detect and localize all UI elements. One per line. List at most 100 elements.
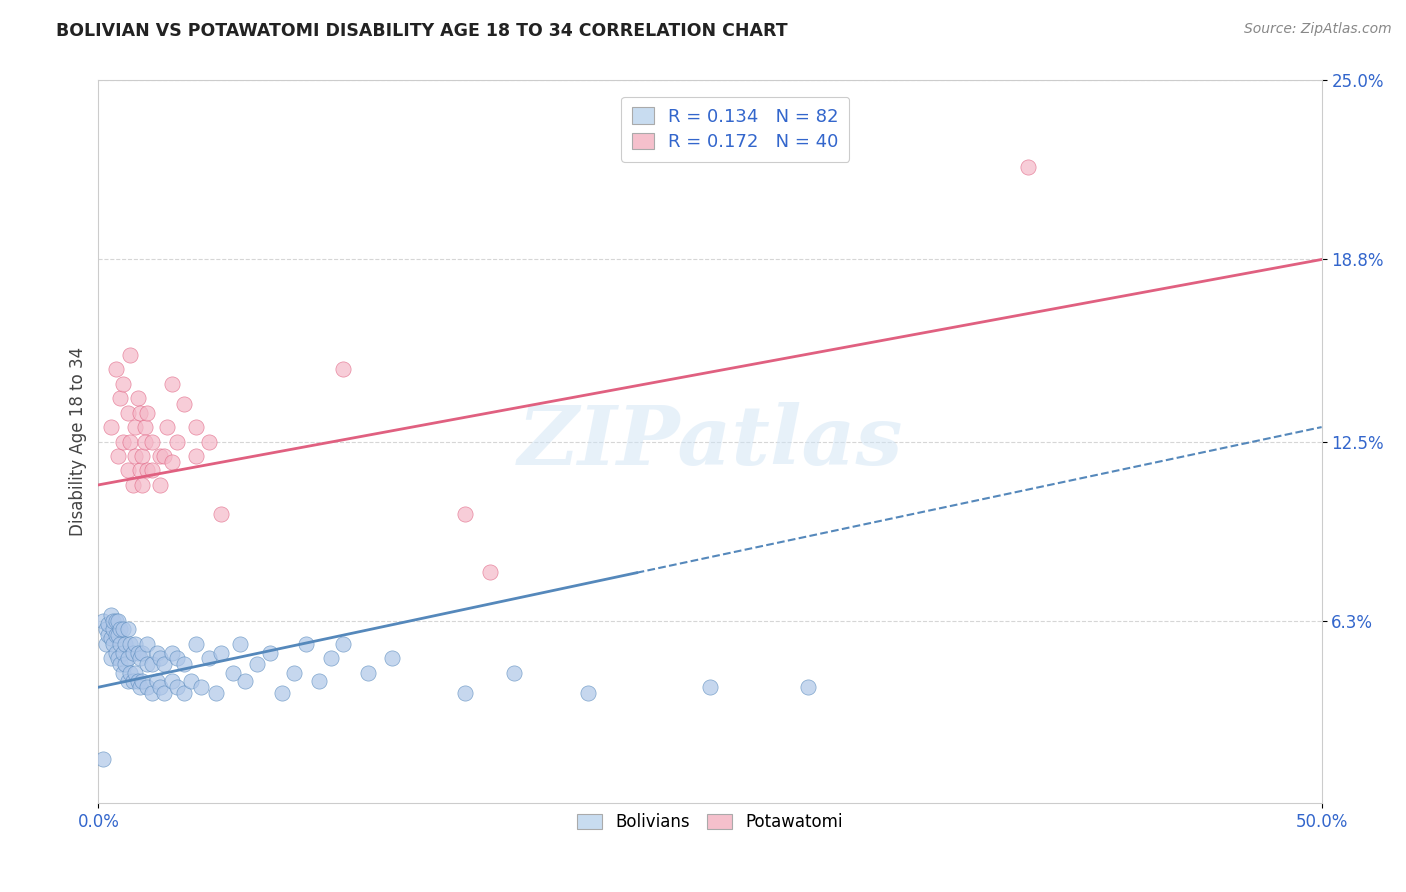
Point — [136, 637, 159, 651]
Point — [129, 463, 152, 477]
Point — [332, 362, 354, 376]
Point — [129, 680, 152, 694]
Point — [797, 680, 820, 694]
Point — [356, 665, 378, 680]
Point — [270, 686, 294, 700]
Point — [120, 637, 142, 651]
Point — [117, 674, 139, 689]
Point — [110, 657, 132, 671]
Point — [107, 651, 129, 665]
Point — [233, 674, 256, 689]
Point — [166, 680, 188, 694]
Point — [141, 434, 163, 449]
Point — [101, 623, 124, 637]
Point — [94, 623, 117, 637]
Point — [114, 657, 136, 671]
Point — [101, 614, 124, 628]
Point — [117, 651, 139, 665]
Point — [117, 406, 139, 420]
Point — [149, 478, 172, 492]
Point — [454, 507, 477, 521]
Point — [146, 646, 169, 660]
Point — [111, 665, 134, 680]
Legend: Bolivians, Potawatomi: Bolivians, Potawatomi — [571, 806, 849, 838]
Point — [129, 651, 152, 665]
Point — [197, 434, 219, 449]
Point — [131, 674, 153, 689]
Point — [111, 646, 134, 660]
Point — [141, 657, 163, 671]
Point — [94, 637, 117, 651]
Point — [186, 637, 208, 651]
Point — [117, 623, 139, 637]
Point — [190, 680, 212, 694]
Point — [100, 651, 122, 665]
Y-axis label: Disability Age 18 to 34: Disability Age 18 to 34 — [69, 347, 87, 536]
Point — [141, 463, 163, 477]
Text: ZIPatlas: ZIPatlas — [517, 401, 903, 482]
Point — [222, 665, 245, 680]
Point — [104, 362, 127, 376]
Point — [308, 674, 330, 689]
Point — [153, 686, 176, 700]
Point — [186, 449, 208, 463]
Point — [124, 637, 146, 651]
Point — [160, 646, 183, 660]
Point — [166, 434, 188, 449]
Point — [120, 434, 142, 449]
Point — [100, 420, 122, 434]
Point — [124, 420, 146, 434]
Point — [111, 376, 134, 391]
Point — [246, 657, 269, 671]
Point — [111, 623, 134, 637]
Point — [197, 651, 219, 665]
Point — [100, 631, 122, 645]
Point — [160, 674, 183, 689]
Point — [131, 646, 153, 660]
Point — [141, 686, 163, 700]
Point — [134, 420, 156, 434]
Point — [503, 665, 526, 680]
Point — [136, 680, 159, 694]
Point — [332, 637, 354, 651]
Point — [173, 657, 195, 671]
Point — [156, 420, 179, 434]
Point — [131, 478, 153, 492]
Point — [120, 348, 142, 362]
Point — [111, 434, 134, 449]
Point — [149, 651, 172, 665]
Point — [121, 478, 143, 492]
Text: BOLIVIAN VS POTAWATOMI DISABILITY AGE 18 TO 34 CORRELATION CHART: BOLIVIAN VS POTAWATOMI DISABILITY AGE 18… — [56, 22, 787, 40]
Point — [107, 614, 129, 628]
Point — [127, 391, 149, 405]
Point — [104, 628, 127, 642]
Point — [97, 616, 120, 631]
Point — [110, 637, 132, 651]
Point — [127, 674, 149, 689]
Point — [110, 623, 132, 637]
Point — [91, 752, 114, 766]
Point — [319, 651, 342, 665]
Point — [283, 665, 305, 680]
Point — [114, 637, 136, 651]
Point — [117, 463, 139, 477]
Point — [120, 665, 142, 680]
Point — [91, 614, 114, 628]
Point — [1017, 160, 1039, 174]
Point — [186, 420, 208, 434]
Point — [160, 376, 183, 391]
Point — [173, 686, 195, 700]
Point — [107, 628, 129, 642]
Point — [149, 680, 172, 694]
Point — [229, 637, 252, 651]
Point — [124, 449, 146, 463]
Point — [205, 686, 228, 700]
Point — [160, 455, 183, 469]
Point — [131, 449, 153, 463]
Point — [136, 657, 159, 671]
Point — [127, 646, 149, 660]
Point — [104, 646, 127, 660]
Point — [100, 607, 122, 622]
Point — [146, 674, 169, 689]
Point — [153, 657, 176, 671]
